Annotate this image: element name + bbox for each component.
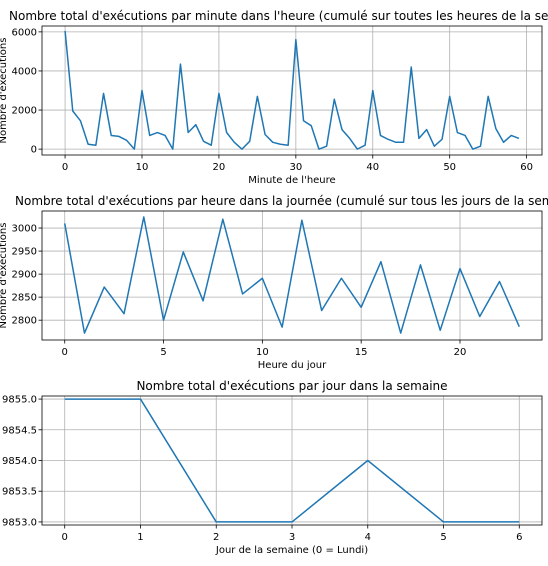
- series-line: [64, 398, 520, 523]
- x-tick-label: 15: [355, 347, 368, 358]
- plot-frame: [41, 25, 543, 156]
- x-tick-label: 0: [62, 532, 68, 543]
- chart-per-day: Nombre total d'exécutions par jour dans …: [2, 379, 543, 556]
- chart-per-minute: Nombre total d'exécutions par minute dan…: [0, 9, 548, 186]
- x-tick-label: 60: [520, 162, 533, 173]
- y-tick-label: 9855.0: [2, 395, 37, 406]
- y-tick-label: 2950: [12, 247, 37, 258]
- x-tick-label: 0: [62, 347, 68, 358]
- y-tick-label: 2900: [12, 270, 37, 281]
- chart-title: Nombre total d'exécutions par heure dans…: [15, 194, 548, 208]
- x-tick-label: 30: [289, 162, 302, 173]
- x-tick-label: 20: [213, 162, 226, 173]
- ticks: 0 5 10 15 20 2800 2850 2900 2950 3000: [12, 224, 467, 358]
- series-line: [63, 216, 520, 334]
- y-tick-label: 2000: [12, 106, 37, 117]
- x-tick-label: 3: [289, 532, 295, 543]
- x-tick-label: 2: [213, 532, 219, 543]
- series-line: [64, 30, 520, 150]
- y-axis-label: Nombre d'exécutions: [0, 223, 9, 329]
- y-tick-label: 6000: [12, 27, 37, 38]
- chart-title: Nombre total d'exécutions par minute dan…: [9, 9, 548, 23]
- y-tick-label: 3000: [12, 224, 37, 235]
- y-tick-label: 9854.0: [2, 456, 37, 467]
- gridlines: [42, 396, 542, 525]
- x-tick-label: 5: [160, 347, 166, 358]
- chart-per-hour: Nombre total d'exécutions par heure dans…: [0, 194, 548, 371]
- x-tick-label: 50: [443, 162, 456, 173]
- y-tick-label: 2850: [12, 293, 37, 304]
- x-tick-label: 40: [366, 162, 379, 173]
- y-tick-label: 9853.5: [2, 487, 37, 498]
- x-tick-label: 4: [365, 532, 371, 543]
- x-tick-label: 10: [256, 347, 269, 358]
- x-tick-label: 1: [137, 532, 143, 543]
- plot-frame: [41, 395, 543, 526]
- y-tick-label: 4000: [12, 66, 37, 77]
- gridlines: [42, 211, 542, 340]
- plot-frame: [41, 210, 543, 341]
- x-tick-label: 10: [136, 162, 149, 173]
- x-tick-label: 20: [454, 347, 467, 358]
- y-tick-label: 9853.0: [2, 517, 37, 528]
- y-tick-label: 2800: [12, 316, 37, 327]
- y-tick-label: 9854.5: [2, 425, 37, 436]
- y-axis-label: Nombre d'exécutions: [0, 38, 9, 144]
- x-tick-label: 6: [516, 532, 522, 543]
- x-axis-label: Jour de la semaine (0 = Lundi): [215, 545, 368, 556]
- chart-title: Nombre total d'exécutions par jour dans …: [136, 379, 447, 393]
- y-tick-label: 0: [31, 145, 37, 156]
- x-tick-label: 5: [440, 532, 446, 543]
- x-tick-label: 0: [62, 162, 68, 173]
- x-axis-label: Minute de l'heure: [248, 175, 335, 186]
- ticks: 0 10 20 30 40 50 60 0 2000 4000 6000: [12, 27, 533, 173]
- x-axis-label: Heure du jour: [258, 360, 327, 371]
- ticks: 0 1 2 3 4 5 6 9853.0 9853.5 9854.0 9854.5 9855.0: [2, 395, 522, 543]
